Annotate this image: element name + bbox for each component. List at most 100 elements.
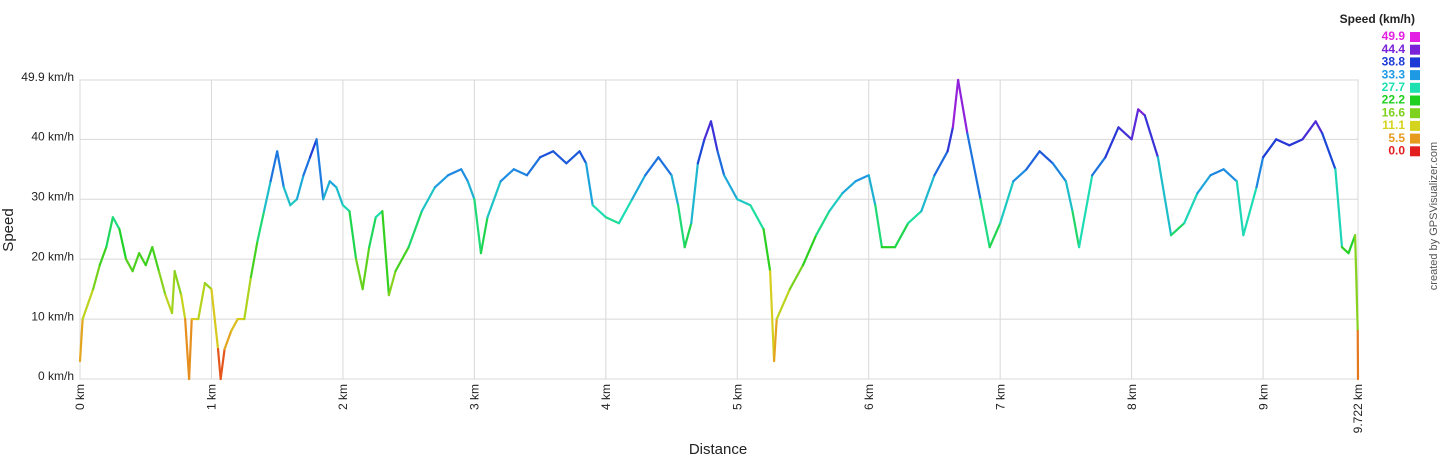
line-segment bbox=[381, 210, 391, 297]
line-segment bbox=[197, 282, 206, 321]
line-segment bbox=[328, 180, 338, 189]
line-segment bbox=[946, 126, 954, 153]
line-segment bbox=[1196, 174, 1212, 195]
line-segment bbox=[1012, 168, 1028, 183]
line-segment bbox=[893, 222, 910, 249]
line-segment bbox=[460, 168, 469, 183]
line-segment bbox=[1038, 150, 1054, 165]
line-segment bbox=[644, 156, 660, 177]
legend-swatch bbox=[1410, 95, 1420, 106]
legend-swatch bbox=[1410, 133, 1420, 144]
line-segment bbox=[203, 282, 213, 291]
line-segment bbox=[775, 288, 791, 321]
line-segment bbox=[584, 162, 594, 207]
line-segment bbox=[867, 174, 877, 207]
line-segment bbox=[105, 216, 114, 249]
line-segment bbox=[282, 186, 292, 207]
legend-label: 27.7 bbox=[1382, 80, 1406, 94]
x-tick-label: 7 km bbox=[993, 384, 1007, 410]
line-segment bbox=[512, 168, 529, 177]
legend-label: 11.1 bbox=[1382, 118, 1405, 132]
line-segment bbox=[670, 174, 680, 207]
line-segment bbox=[499, 168, 515, 183]
legend-swatch bbox=[1410, 70, 1420, 81]
line-segment bbox=[1347, 234, 1357, 255]
line-segment bbox=[256, 210, 266, 243]
line-segment bbox=[262, 180, 272, 213]
y-tick-label: 30 km/h bbox=[31, 189, 74, 203]
line-segment bbox=[966, 132, 982, 201]
line-segment bbox=[716, 150, 726, 177]
line-segment bbox=[1288, 138, 1304, 147]
line-segment bbox=[1301, 120, 1317, 141]
line-segment bbox=[874, 204, 883, 249]
y-tick-label: 10 km/h bbox=[31, 309, 74, 323]
legend-swatch bbox=[1410, 120, 1420, 131]
line-segment bbox=[230, 317, 239, 333]
legend-swatch bbox=[1410, 44, 1420, 55]
line-segment bbox=[420, 186, 437, 213]
line-segment bbox=[188, 317, 193, 381]
line-segment bbox=[1137, 108, 1146, 117]
line-segment bbox=[1051, 162, 1068, 183]
line-segment bbox=[170, 270, 176, 315]
line-segment bbox=[219, 347, 226, 381]
line-segment bbox=[354, 258, 364, 291]
line-segment bbox=[1077, 174, 1094, 249]
x-tick-label: 1 km bbox=[205, 384, 219, 410]
line-segment bbox=[486, 180, 502, 219]
line-segment bbox=[361, 246, 371, 291]
x-tick-label: 9.722 km bbox=[1351, 384, 1365, 433]
line-segment bbox=[696, 138, 706, 165]
line-segment bbox=[907, 210, 923, 225]
line-segment bbox=[565, 150, 581, 165]
x-tick-label: 6 km bbox=[862, 384, 876, 410]
line-segment bbox=[723, 174, 739, 201]
line-segment bbox=[138, 252, 147, 267]
line-segment bbox=[951, 78, 960, 129]
legend-label: 16.6 bbox=[1382, 105, 1406, 119]
line-segment bbox=[617, 198, 634, 225]
line-segment bbox=[1255, 156, 1265, 189]
line-segment bbox=[374, 210, 384, 219]
line-segment bbox=[933, 150, 949, 177]
legend-swatch bbox=[1410, 82, 1420, 93]
line-segment bbox=[988, 222, 1002, 249]
x-tick-label: 3 km bbox=[468, 384, 482, 410]
line-segment bbox=[479, 216, 489, 255]
line-segment bbox=[999, 180, 1015, 225]
line-segment bbox=[683, 222, 693, 249]
line-segment bbox=[151, 246, 160, 273]
line-segment bbox=[180, 294, 187, 321]
line-segment bbox=[762, 228, 772, 273]
y-axis-label: Speed bbox=[0, 208, 17, 251]
line-segment bbox=[1156, 156, 1173, 237]
line-segment bbox=[1143, 114, 1160, 159]
x-tick-label: 2 km bbox=[336, 384, 350, 410]
line-segment bbox=[1235, 180, 1245, 237]
line-segment bbox=[164, 294, 174, 315]
line-segment bbox=[772, 317, 778, 363]
line-segment bbox=[854, 174, 870, 183]
y-tick-label: 40 km/h bbox=[31, 129, 74, 143]
line-segment bbox=[591, 204, 607, 219]
line-segment bbox=[157, 270, 167, 297]
legend-label: 38.8 bbox=[1382, 55, 1406, 69]
line-segment bbox=[552, 150, 568, 165]
line-segment bbox=[1117, 126, 1133, 141]
line-segment bbox=[979, 198, 991, 249]
line-segment bbox=[98, 246, 108, 267]
line-segment bbox=[1242, 186, 1258, 237]
line-segment bbox=[1130, 108, 1140, 141]
line-segment bbox=[173, 270, 183, 297]
line-segment bbox=[920, 174, 936, 213]
line-segment bbox=[302, 156, 312, 177]
line-segment bbox=[446, 168, 463, 177]
legend-swatch bbox=[1410, 32, 1420, 42]
line-segment bbox=[657, 156, 673, 177]
line-segment bbox=[1354, 234, 1359, 333]
legend-label: 22.2 bbox=[1382, 93, 1406, 107]
line-segment bbox=[578, 150, 588, 165]
line-segment bbox=[210, 288, 220, 351]
